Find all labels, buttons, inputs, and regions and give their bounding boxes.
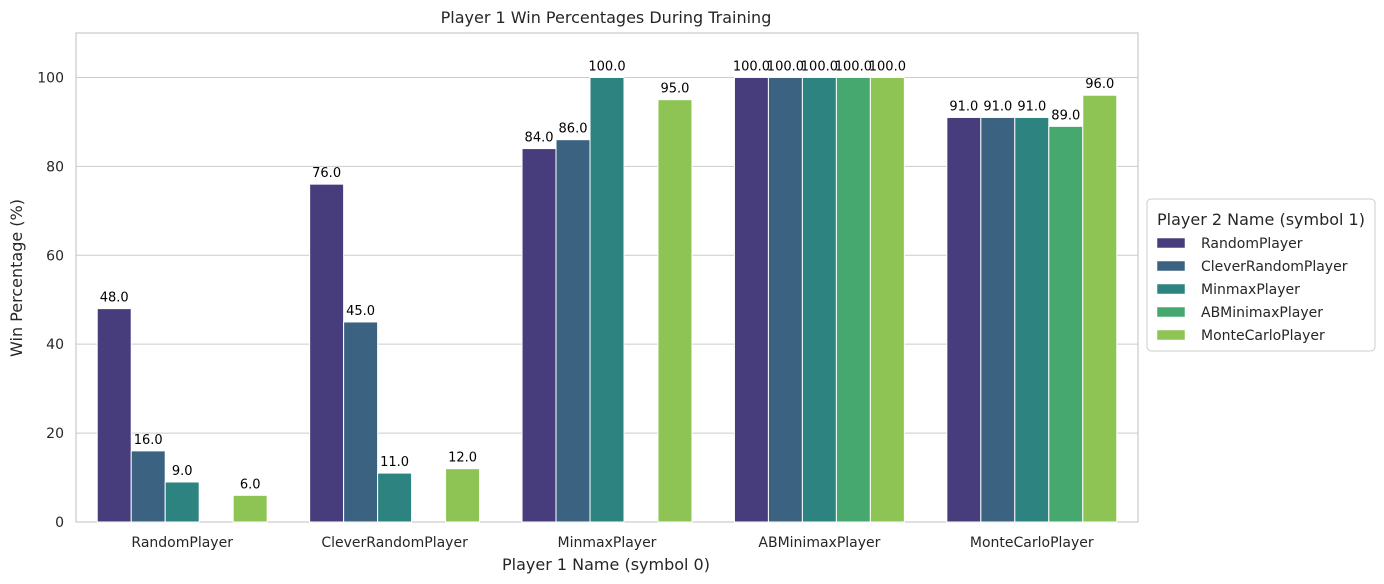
legend: Player 2 Name (symbol 1) RandomPlayer Cle…	[1146, 198, 1376, 352]
bar-value-label: 100.0	[588, 59, 625, 74]
legend-entry-label: RandomPlayer	[1201, 236, 1303, 252]
bar	[232, 494, 268, 523]
bar	[869, 76, 905, 523]
y-tick-label: 100	[37, 70, 64, 86]
bar	[555, 139, 591, 523]
bar-value-label: 100.0	[767, 59, 804, 74]
bar	[1082, 94, 1118, 523]
bar	[445, 468, 481, 523]
y-axis-label: Win Percentage (%)	[7, 199, 26, 357]
bar-value-label: 100.0	[733, 59, 770, 74]
bar	[835, 76, 871, 523]
bar	[733, 76, 769, 523]
bar-value-label: 6.0	[240, 477, 261, 492]
bar	[801, 76, 837, 523]
legend-entry-label: MinmaxPlayer	[1201, 282, 1300, 298]
bar-value-label: 84.0	[525, 131, 554, 146]
bar-value-label: 100.0	[801, 59, 838, 74]
bar-value-label: 100.0	[835, 59, 872, 74]
legend-swatch	[1156, 329, 1186, 341]
plot-area: 0 20 40 60 80 100 48.0 16.0 9.0 6.0 RandomPlayer 76…	[37, 32, 1139, 551]
legend-swatch	[1156, 306, 1186, 318]
bar	[946, 116, 982, 523]
legend-swatch	[1156, 260, 1186, 272]
bar-value-label: 95.0	[660, 82, 689, 97]
bar	[521, 148, 557, 523]
bar	[980, 116, 1016, 523]
bar-value-label: 11.0	[380, 455, 409, 470]
bar	[309, 183, 345, 523]
x-tick-label: ABMinimaxPlayer	[758, 535, 880, 551]
bar-value-label: 96.0	[1085, 77, 1114, 92]
x-tick-label: MinmaxPlayer	[558, 535, 657, 551]
bar-value-label: 12.0	[448, 451, 477, 466]
bar-value-label: 9.0	[172, 464, 193, 479]
x-tick-label: RandomPlayer	[131, 535, 233, 551]
y-tick-label: 20	[46, 426, 64, 442]
legend-swatch	[1156, 283, 1186, 295]
bar-value-label: 89.0	[1051, 108, 1080, 123]
legend-frame	[1146, 198, 1376, 352]
bar-value-label: 86.0	[559, 122, 588, 137]
y-tick-label: 80	[46, 159, 64, 175]
bar	[657, 99, 693, 523]
legend-title: Player 2 Name (symbol 1)	[1157, 210, 1365, 229]
bar	[1014, 116, 1050, 523]
bar-value-label: 48.0	[100, 291, 129, 306]
x-tick-label: CleverRandomPlayer	[321, 535, 468, 551]
bar-value-label: 45.0	[346, 304, 375, 319]
bar-value-label: 91.0	[949, 99, 978, 114]
bar	[767, 76, 803, 523]
bar-value-label: 100.0	[869, 59, 906, 74]
bar	[1048, 125, 1084, 523]
bar	[589, 76, 625, 523]
y-tick-label: 0	[55, 515, 64, 531]
chart-title: Player 1 Win Percentages During Training	[441, 8, 772, 27]
legend-entry-label: ABMinimaxPlayer	[1201, 305, 1323, 321]
bar-value-label: 91.0	[983, 99, 1012, 114]
legend-swatch	[1156, 237, 1186, 249]
y-tick-label: 40	[46, 337, 64, 353]
bar	[164, 481, 200, 523]
bar-value-label: 16.0	[134, 433, 163, 448]
bar	[130, 450, 166, 523]
bar	[96, 308, 132, 523]
legend-entry-label: MonteCarloPlayer	[1201, 328, 1325, 344]
bar	[343, 321, 379, 523]
legend-entry-label: CleverRandomPlayer	[1201, 259, 1348, 275]
y-tick-label: 60	[46, 248, 64, 264]
bar	[377, 472, 413, 523]
x-tick-label: MonteCarloPlayer	[970, 535, 1094, 551]
bar-value-label: 76.0	[312, 166, 341, 181]
bar-value-label: 91.0	[1017, 99, 1046, 114]
x-axis-label: Player 1 Name (symbol 0)	[502, 555, 710, 574]
